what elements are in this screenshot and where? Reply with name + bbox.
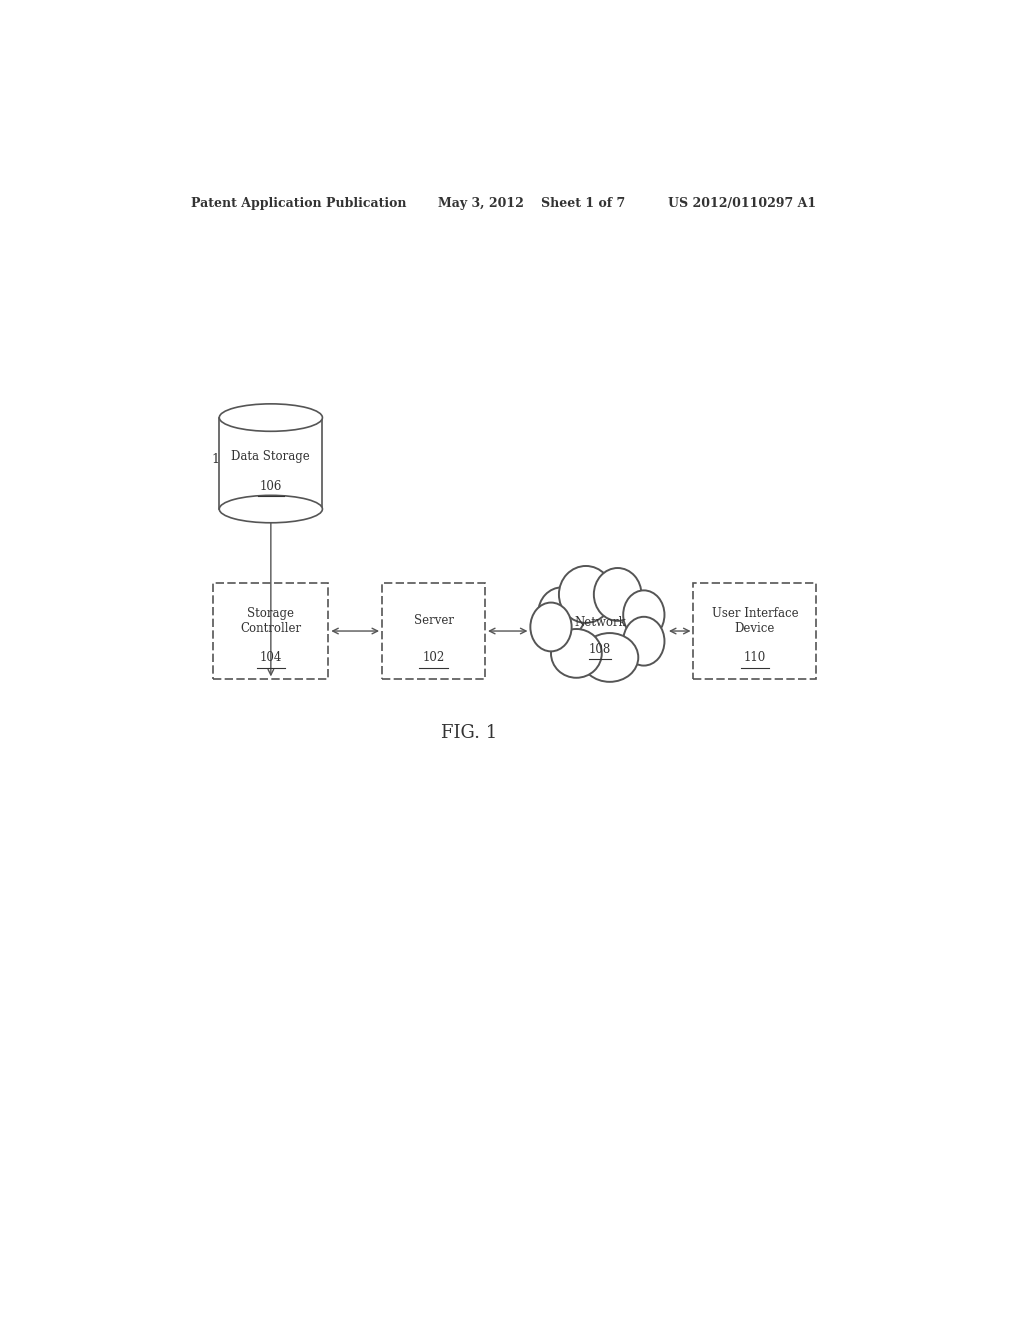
Text: 100: 100 [211, 453, 236, 466]
Text: 110: 110 [743, 651, 766, 664]
Ellipse shape [624, 616, 665, 665]
Ellipse shape [594, 568, 641, 620]
Ellipse shape [582, 634, 638, 682]
Text: FIG. 1: FIG. 1 [441, 723, 498, 742]
Ellipse shape [551, 630, 602, 677]
Text: May 3, 2012: May 3, 2012 [437, 197, 523, 210]
Text: Storage
Controller: Storage Controller [241, 607, 301, 635]
Ellipse shape [559, 566, 613, 623]
Text: Network: Network [574, 616, 626, 630]
Ellipse shape [624, 590, 665, 639]
Bar [219, 417, 323, 510]
Text: Data Storage: Data Storage [231, 450, 310, 462]
Text: 102: 102 [423, 651, 444, 664]
Text: Sheet 1 of 7: Sheet 1 of 7 [541, 197, 625, 210]
Text: 108: 108 [589, 643, 611, 656]
FancyBboxPatch shape [693, 582, 816, 680]
Ellipse shape [530, 602, 571, 651]
FancyBboxPatch shape [213, 582, 329, 680]
Ellipse shape [539, 587, 586, 638]
Text: US 2012/0110297 A1: US 2012/0110297 A1 [668, 197, 816, 210]
Ellipse shape [219, 495, 323, 523]
Text: 106: 106 [260, 479, 282, 492]
Text: User Interface
Device: User Interface Device [712, 607, 799, 635]
Text: Patent Application Publication: Patent Application Publication [191, 197, 407, 210]
Text: 104: 104 [260, 651, 282, 664]
Ellipse shape [219, 404, 323, 432]
Text: Server: Server [414, 614, 454, 627]
FancyBboxPatch shape [382, 582, 485, 680]
